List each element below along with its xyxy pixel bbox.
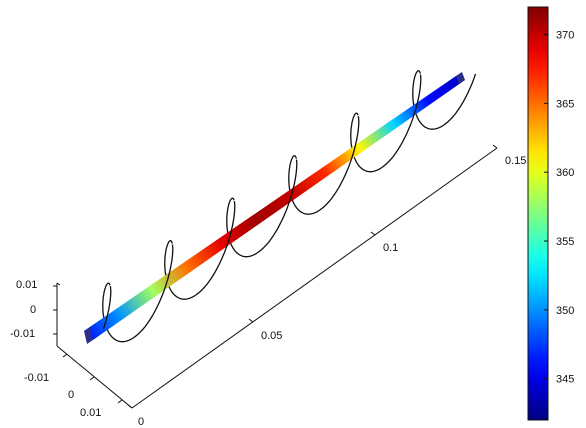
z-tick-label-2: -0.01 xyxy=(10,328,35,340)
y-tick-mark-1 xyxy=(89,376,95,381)
x-tick-label-2: 0.1 xyxy=(383,242,398,254)
y-axis-line xyxy=(56,345,133,409)
colorbar-tick-label-2: 360 xyxy=(556,167,574,179)
tick-marks xyxy=(53,144,498,409)
z-tick-label-1: 0 xyxy=(30,304,36,316)
z-axis-top-line xyxy=(56,282,61,286)
z-tick-label-0: 0.01 xyxy=(16,279,37,291)
beam-top-face xyxy=(84,72,462,331)
colorbar-fill xyxy=(527,6,549,421)
y-tick-label-1: 0 xyxy=(68,389,74,401)
x-tick-mark-3 xyxy=(492,144,498,149)
x-tick-mark-0 xyxy=(127,404,133,409)
x-tick-label-3: 0.15 xyxy=(505,155,526,167)
x-tick-mark-1 xyxy=(248,318,254,323)
colorbar: 370 365 360 355 350 345 xyxy=(527,6,574,421)
x-axis-line xyxy=(131,147,498,409)
y-tick-mark-0 xyxy=(62,353,68,358)
helix-coil-front xyxy=(102,73,477,343)
y-tick-mark-2 xyxy=(117,399,123,404)
y-tick-label-2: 0.01 xyxy=(80,407,101,419)
colorbar-ticks: 370 365 360 355 350 345 xyxy=(544,30,574,386)
beam xyxy=(84,72,465,344)
colorbar-tick-label-1: 365 xyxy=(556,98,574,110)
axes-frame xyxy=(56,147,498,409)
x-tick-label-1: 0.05 xyxy=(261,330,282,342)
x-tick-label-0: 0 xyxy=(138,416,144,428)
beam-front-face xyxy=(84,76,465,340)
colorbar-tick-label-4: 350 xyxy=(556,305,574,317)
helix-coil-back xyxy=(102,70,433,343)
x-tick-mark-2 xyxy=(370,231,376,236)
colorbar-tick-label-0: 370 xyxy=(556,30,574,42)
beam-end-right xyxy=(456,72,465,84)
colorbar-tick-label-3: 355 xyxy=(556,236,574,248)
colorbar-tick-label-5: 345 xyxy=(556,374,574,386)
beam-end-left xyxy=(84,327,93,344)
y-tick-label-0: -0.01 xyxy=(24,372,49,384)
tick-labels: 0 0.05 0.1 0.15 -0.01 0 0.01 0.01 0 -0.0… xyxy=(10,155,526,428)
